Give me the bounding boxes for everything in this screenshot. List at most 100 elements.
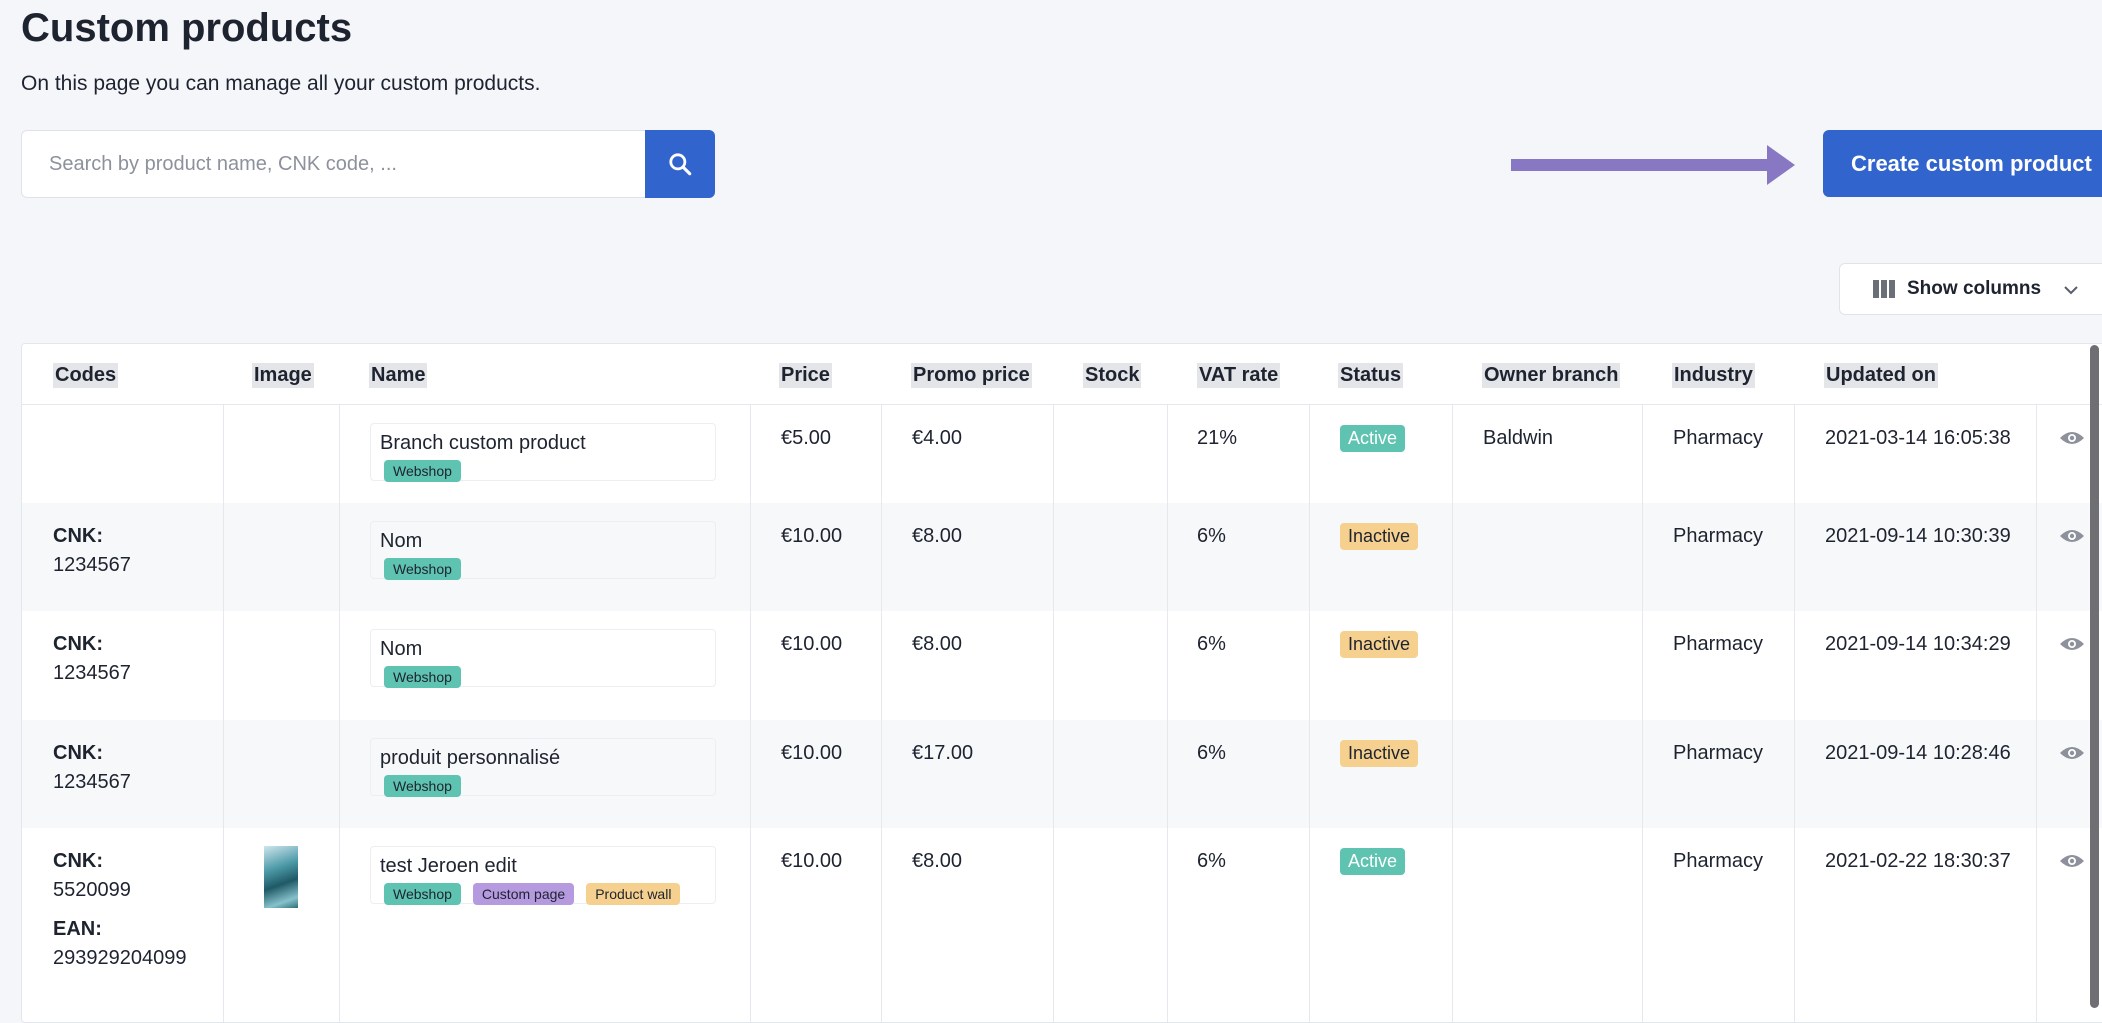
search-bar (21, 130, 715, 198)
updated-on: 2021-09-14 10:30:39 (1825, 525, 2011, 547)
vat-rate: 21% (1197, 427, 1238, 449)
updated-on: 2021-09-14 10:28:46 (1825, 742, 2011, 764)
industry: Pharmacy (1673, 850, 1764, 872)
column-divider (1053, 404, 1054, 1022)
column-divider (1167, 404, 1168, 1022)
promo-price: €17.00 (912, 742, 974, 764)
vat-rate: 6% (1197, 850, 1226, 872)
search-input[interactable] (21, 130, 646, 198)
table-row[interactable]: CNK: 1234567 Nom Webshop €10.00 €8.00 6%… (22, 611, 2102, 720)
col-stock[interactable]: Stock (1083, 363, 1142, 388)
name-cell: Nom Webshop (370, 521, 716, 580)
code-value: 1234567 (53, 771, 131, 793)
column-divider (881, 404, 882, 1022)
product-thumbnail[interactable] (264, 846, 298, 908)
vertical-scrollbar[interactable] (2090, 345, 2099, 1008)
vat-rate: 6% (1197, 525, 1226, 547)
column-divider (1642, 404, 1643, 1022)
status-badge: Active (1340, 848, 1406, 875)
chevron-down-icon (2064, 286, 2078, 295)
updated-on: 2021-09-14 10:34:29 (1825, 633, 2011, 655)
price: €10.00 (781, 850, 843, 872)
price: €10.00 (781, 742, 843, 764)
create-custom-product-button[interactable]: Create custom product (1823, 130, 2102, 197)
code-label: CNK: (53, 525, 103, 547)
tag-webshop: Webshop (384, 558, 461, 580)
arrow-right-icon (1511, 145, 1795, 185)
col-promo-price[interactable]: Promo price (911, 363, 1032, 388)
column-divider (750, 404, 751, 1022)
updated-on: 2021-02-22 18:30:37 (1825, 850, 2011, 872)
show-columns-label: Show columns (1907, 278, 2042, 299)
col-name[interactable]: Name (369, 363, 428, 388)
product-name: test Jeroen edit (380, 855, 517, 877)
code-label: CNK: (53, 742, 103, 764)
col-codes[interactable]: Codes (53, 363, 119, 388)
products-table: Codes Image Name Price Promo price Stock… (21, 343, 2102, 1023)
name-cell: test Jeroen edit Webshop Custom page Pro… (370, 846, 716, 905)
industry: Pharmacy (1673, 427, 1764, 449)
page-title: Custom products (21, 6, 353, 50)
code-label: CNK: (53, 633, 103, 655)
status-badge: Inactive (1340, 631, 1419, 658)
tag-custom-page: Custom page (472, 883, 575, 905)
tag-product-wall: Product wall (586, 883, 681, 905)
column-divider (339, 404, 340, 1022)
promo-price: €8.00 (912, 633, 963, 655)
name-cell: Branch custom product Webshop (370, 423, 716, 482)
eye-icon[interactable] (2059, 852, 2085, 870)
code-label: CNK: (53, 850, 103, 872)
code-value: 293929204099 (53, 947, 187, 969)
vat-rate: 6% (1197, 633, 1226, 655)
price: €10.00 (781, 525, 843, 547)
status-badge: Inactive (1340, 523, 1419, 550)
industry: Pharmacy (1673, 742, 1764, 764)
status-badge: Active (1340, 425, 1406, 452)
table-row[interactable]: CNK: 1234567 produit personnalisé Websho… (22, 720, 2102, 828)
eye-icon[interactable] (2059, 744, 2085, 762)
tag-webshop: Webshop (384, 883, 461, 905)
eye-icon[interactable] (2059, 429, 2085, 447)
eye-icon[interactable] (2059, 527, 2085, 545)
tag-webshop: Webshop (384, 775, 461, 797)
column-divider (2036, 404, 2037, 1022)
search-icon (669, 153, 692, 176)
tag-webshop: Webshop (384, 460, 461, 482)
vat-rate: 6% (1197, 742, 1226, 764)
show-columns-button[interactable]: Show columns (1839, 263, 2102, 315)
tag-webshop: Webshop (384, 666, 461, 688)
column-divider (1309, 404, 1310, 1022)
page-subtitle: On this page you can manage all your cus… (21, 72, 541, 95)
owner-branch: Baldwin (1483, 427, 1554, 449)
table-row[interactable]: CNK: 1234567 Nom Webshop €10.00 €8.00 6%… (22, 503, 2102, 611)
col-image[interactable]: Image (252, 363, 314, 388)
columns-icon (1873, 280, 1895, 298)
col-vat-rate[interactable]: VAT rate (1197, 363, 1281, 388)
promo-price: €4.00 (912, 427, 963, 449)
product-name: Nom (380, 530, 423, 552)
product-name: produit personnalisé (380, 747, 561, 769)
col-industry[interactable]: Industry (1672, 363, 1755, 388)
table-row[interactable]: CNK: 5520099 EAN: 293929204099 test Jero… (22, 828, 2102, 1022)
promo-price: €8.00 (912, 525, 963, 547)
price: €10.00 (781, 633, 843, 655)
promo-price: €8.00 (912, 850, 963, 872)
col-owner-branch[interactable]: Owner branch (1482, 363, 1621, 388)
column-divider (1452, 404, 1453, 1022)
col-updated-on[interactable]: Updated on (1824, 363, 1938, 388)
column-divider (223, 404, 224, 1022)
table-row[interactable]: Branch custom product Webshop €5.00 €4.0… (22, 405, 2102, 503)
col-price[interactable]: Price (779, 363, 832, 388)
product-name: Branch custom product (380, 432, 586, 454)
column-divider (1794, 404, 1795, 1022)
code-value: 1234567 (53, 554, 131, 576)
name-cell: produit personnalisé Webshop (370, 738, 716, 797)
price: €5.00 (781, 427, 832, 449)
col-status[interactable]: Status (1338, 363, 1404, 388)
status-badge: Inactive (1340, 740, 1419, 767)
code-value: 5520099 (53, 879, 131, 901)
code-value: 1234567 (53, 662, 131, 684)
eye-icon[interactable] (2059, 635, 2085, 653)
name-cell: Nom Webshop (370, 629, 716, 688)
search-button[interactable] (645, 130, 715, 198)
